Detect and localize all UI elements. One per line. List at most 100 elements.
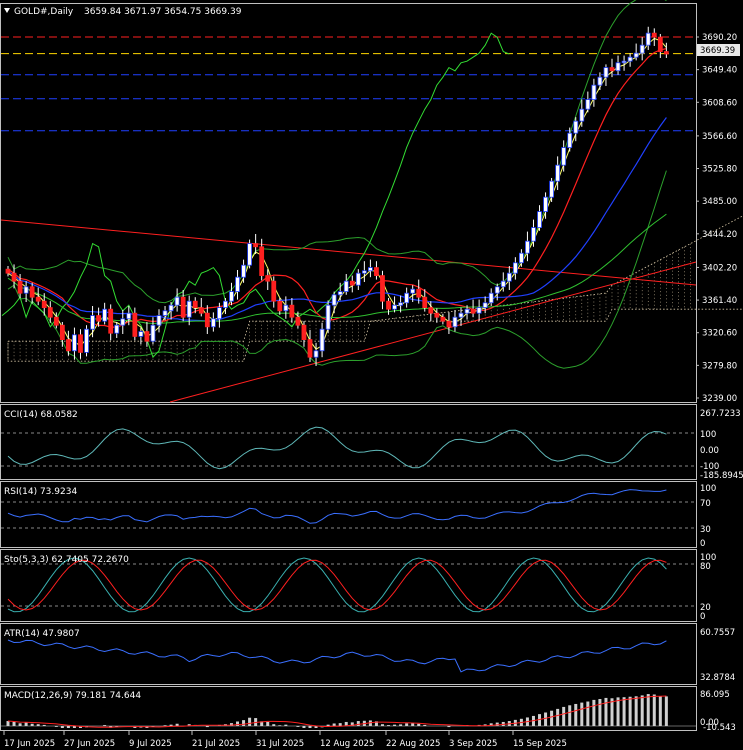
candle-body xyxy=(446,320,452,328)
macd-histogram-bar xyxy=(610,698,614,726)
price-tick-label: 3525.80 xyxy=(702,165,737,175)
candle-body xyxy=(325,304,331,330)
candle-body xyxy=(271,280,277,302)
cci-panel[interactable]: CCI(14) 68.0582 267.7233 100 0.00 -100 -… xyxy=(1,409,743,481)
candle-body xyxy=(156,315,162,326)
candle-body xyxy=(259,246,265,276)
price-tick-label: 3649.40 xyxy=(702,66,737,76)
macd-histogram-bar xyxy=(36,724,40,726)
atr-tick-max: 60.7557 xyxy=(700,628,735,638)
candle-body xyxy=(241,264,246,278)
candle-body xyxy=(277,300,283,312)
price-panel[interactable]: 3690.20 3649.40 3608.60 3566.60 3525.80 3485.… xyxy=(0,0,743,404)
candle-body xyxy=(573,120,579,134)
cci-tick-max: 267.7233 xyxy=(700,409,741,419)
macd-histogram-bar xyxy=(187,724,191,726)
macd-histogram-bar xyxy=(42,724,46,726)
stochastic-panel[interactable]: Sto(5,3,3) 62.7405 72.2670 100 80 20 0 xyxy=(1,553,716,622)
macd-histogram-bar xyxy=(78,726,82,728)
macd-histogram-bar xyxy=(483,724,487,726)
candle-body xyxy=(482,302,488,308)
candle-body xyxy=(392,304,397,310)
macd-histogram-bar xyxy=(30,723,34,726)
candle-body xyxy=(47,307,53,318)
candle-body xyxy=(627,56,633,62)
price-tick-label: 3320.60 xyxy=(702,329,737,339)
candle-body xyxy=(229,291,234,302)
candle-body xyxy=(663,51,669,55)
date-tick-label: 21 Jul 2025 xyxy=(192,739,240,749)
macd-histogram-bar xyxy=(646,694,650,726)
macd-histogram-bar xyxy=(103,725,107,726)
candle-body xyxy=(543,196,548,212)
macd-histogram-bar xyxy=(278,725,282,726)
current-price-label: 3669.39 xyxy=(700,46,735,56)
price-tick-label: 3690.20 xyxy=(702,33,737,43)
candle-body xyxy=(404,292,410,304)
candle-body xyxy=(192,300,198,308)
macd-histogram-bar xyxy=(489,723,493,726)
candle-body xyxy=(41,300,47,308)
price-tick-label: 3361.40 xyxy=(702,296,737,306)
macd-histogram-bar xyxy=(356,721,360,726)
candle-body xyxy=(72,334,77,352)
candle-body xyxy=(331,294,337,306)
candle-body xyxy=(17,280,23,294)
macd-histogram-bar xyxy=(568,705,572,726)
support-trendline xyxy=(169,261,697,403)
candle-body xyxy=(458,312,464,318)
macd-histogram-bar xyxy=(405,723,409,726)
price-tick-label: 3239.00 xyxy=(702,394,737,404)
atr-line xyxy=(7,639,667,673)
cci-title: CCI(14) 68.0582 xyxy=(4,410,78,420)
candle-body xyxy=(603,67,609,78)
stochastic-lines xyxy=(1,557,696,613)
candle-body xyxy=(210,318,216,328)
macd-histogram-bar xyxy=(616,697,620,726)
macd-histogram-bar xyxy=(598,699,602,726)
dropdown-arrow-icon[interactable] xyxy=(4,8,10,13)
candle-body xyxy=(398,302,404,306)
sto-tick-0: 0 xyxy=(700,612,705,622)
candle-body xyxy=(470,308,476,314)
symbol-label: GOLD#,Daily xyxy=(14,7,74,17)
candle-body xyxy=(355,272,361,286)
candle-body xyxy=(162,310,168,316)
candle-body xyxy=(434,312,440,318)
macd-histogram-bar xyxy=(332,723,336,726)
candle-body xyxy=(615,62,621,72)
macd-histogram-bar xyxy=(6,721,10,726)
cci-tick-0: 0.00 xyxy=(700,446,719,456)
macd-histogram-bar xyxy=(242,720,246,726)
macd-histogram-bar xyxy=(54,726,58,727)
candle-body xyxy=(337,291,343,296)
macd-histogram-bar xyxy=(380,724,384,726)
candle-body xyxy=(307,339,313,358)
cci-tick-min: -185.8945 xyxy=(700,471,743,481)
price-tick-label: 3444.20 xyxy=(702,230,737,240)
price-tick-label: 3485.00 xyxy=(702,197,737,207)
moving-averages xyxy=(7,37,667,350)
macd-histogram-and-signal xyxy=(1,694,696,728)
candle-body xyxy=(78,334,83,353)
candle-body xyxy=(561,147,567,166)
candle-body xyxy=(609,67,615,72)
horizontal-levels xyxy=(1,36,696,132)
candle-body xyxy=(349,280,355,286)
macd-tick-max: 86.095 xyxy=(700,690,730,700)
sto-k-line xyxy=(7,557,667,613)
macd-panel[interactable]: MACD(12,26,9) 79.181 74.644 86.095 0.00 … xyxy=(1,690,736,733)
candle-body xyxy=(313,350,319,358)
atr-panel[interactable]: ATR(14) 47.9807 60.7557 32.8784 xyxy=(4,628,735,683)
candle-body xyxy=(633,52,639,58)
trendlines xyxy=(0,219,697,403)
macd-histogram-bar xyxy=(544,712,548,726)
candle-body xyxy=(555,164,561,182)
macd-histogram-bar xyxy=(658,696,662,726)
macd-histogram-bar xyxy=(66,726,70,728)
candle-body xyxy=(5,268,11,274)
candle-body xyxy=(132,312,138,337)
date-tick-label: 27 Jun 2025 xyxy=(64,739,115,749)
rsi-panel[interactable]: RSI(14) 73.9234 100 70 30 0 xyxy=(1,484,716,549)
